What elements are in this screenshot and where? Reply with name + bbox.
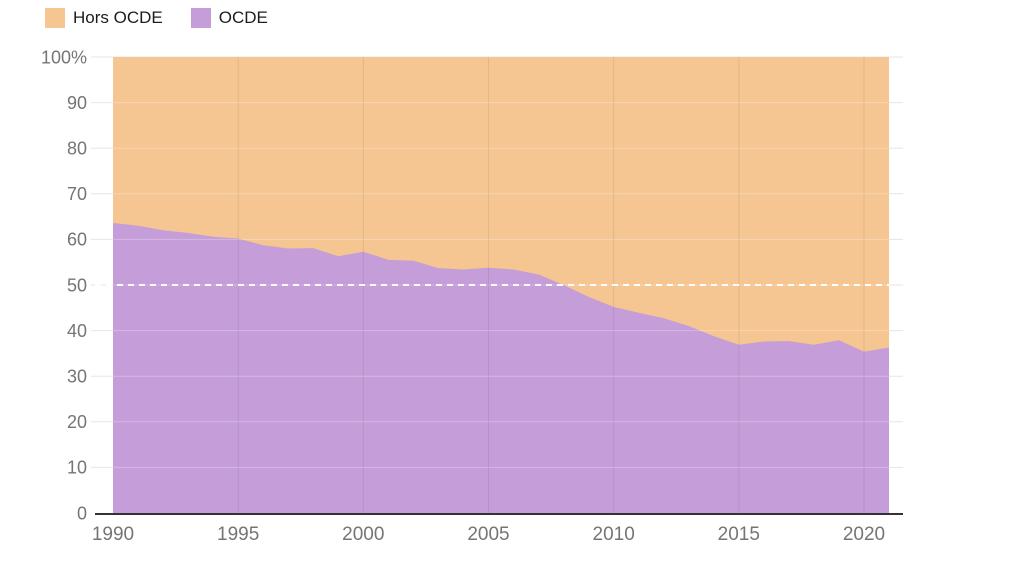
legend-item-ocde[interactable]: OCDE (190, 8, 268, 28)
y-tick-label: 60 (67, 230, 87, 250)
x-tick-label: 1995 (217, 524, 259, 545)
y-tick-label: 80 (67, 139, 87, 159)
x-tick-label: 2015 (718, 524, 760, 545)
y-tick-label: 40 (67, 321, 87, 341)
y-tick-label: 30 (67, 367, 87, 387)
x-tick-label: 2005 (467, 524, 509, 545)
y-tick-label: 50 (67, 275, 87, 295)
x-tick-label: 1990 (92, 524, 134, 545)
x-tick-label: 2010 (593, 524, 635, 545)
legend-label-hors-ocde: Hors OCDE (73, 8, 163, 27)
x-tick-label: 2020 (843, 524, 885, 545)
legend-label-ocde: OCDE (218, 8, 268, 27)
legend-item-hors-ocde[interactable]: Hors OCDE (45, 8, 163, 28)
area-ocde (113, 223, 889, 513)
y-tick-label: 90 (67, 93, 87, 113)
y-tick-label: 20 (67, 412, 87, 432)
y-tick-label: 100% (41, 47, 87, 67)
x-tick-label: 2000 (342, 524, 384, 545)
y-tick-label: 10 (67, 458, 87, 478)
ocde-swatch-icon (190, 8, 211, 28)
hors-ocde-swatch-icon (45, 8, 65, 28)
chart-legend: Hors OCDE OCDE (45, 8, 268, 28)
y-tick-label: 70 (67, 184, 87, 204)
y-tick-label: 0 (77, 503, 87, 523)
